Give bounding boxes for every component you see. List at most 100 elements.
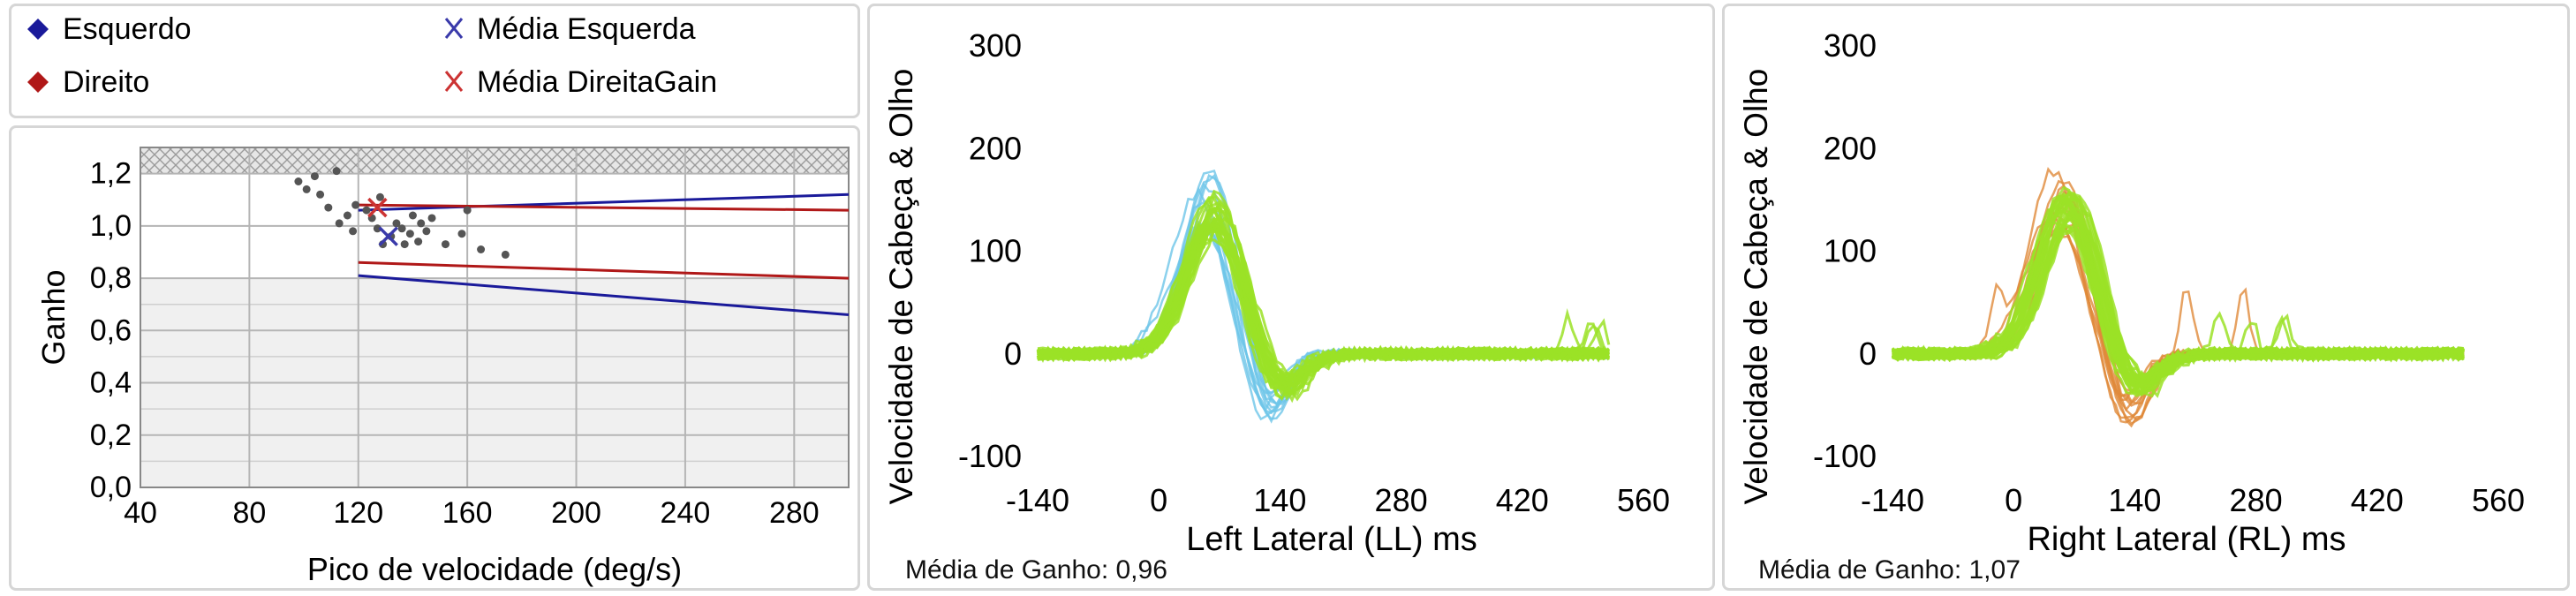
eye-velocity-trace	[1037, 220, 1610, 411]
left-lateral-chart: -100 0 100 200 300 -140 0 140 280 420 560 Left Late…	[883, 27, 1670, 558]
x-tick-label: 280	[1375, 482, 1428, 518]
scatter-point	[351, 200, 360, 209]
eye-velocity-trace	[1037, 200, 1609, 421]
x-axis-label: Right Lateral (RL) ms	[2027, 521, 2346, 558]
eye-velocity-trace	[1037, 173, 1609, 405]
eye-velocity-trace	[1892, 223, 2465, 405]
head-velocity-trace	[1037, 223, 1609, 396]
legend-svg: Esquerdo Direito Média Esquerda Média Di…	[27, 12, 717, 99]
head-velocity-trace	[1037, 201, 1611, 384]
gain-scatter-chart: 0,0 0,2 0,4 0,6 0,8 1,0 1,2 40 80 120 160 200 240 280…	[35, 147, 850, 587]
left-lower-bound-line	[358, 274, 850, 317]
eye-velocity-trace	[1037, 169, 1609, 409]
eye-velocity-trace	[1892, 223, 2465, 426]
eye-velocity-trace	[1892, 211, 2465, 404]
eye-velocity-trace	[1892, 200, 2465, 407]
eye-velocity-trace	[1892, 166, 2465, 419]
scatter-point	[414, 238, 423, 246]
scatter-point	[375, 192, 384, 201]
scatter-point	[343, 211, 351, 220]
scatter-point	[349, 227, 358, 236]
x-tick-label: 560	[1617, 482, 1670, 518]
y-tick-label: 300	[969, 27, 1022, 64]
y-tick-label: 0,6	[90, 313, 132, 347]
head-velocity-trace	[1036, 200, 1610, 402]
x-tick-label: 420	[1496, 482, 1549, 518]
scatter-point	[324, 203, 333, 212]
scatter-point	[400, 240, 409, 249]
scatter-point	[408, 211, 417, 220]
eye-velocity-trace	[1892, 208, 2465, 424]
x-tick-label: -140	[1861, 482, 1924, 518]
x-tick-label: 0	[1150, 482, 1167, 518]
x-tick-label: 200	[551, 496, 601, 530]
scatter-point	[362, 206, 371, 215]
plot-frame	[140, 147, 850, 488]
y-tick-label: 1,2	[90, 157, 132, 191]
eye-velocity-trace	[1037, 219, 1610, 406]
x-tick-label: 280	[769, 496, 820, 530]
x-tick-label: 140	[1253, 482, 1306, 518]
eye-velocity-trace	[1892, 190, 2465, 421]
right-lateral-chart: -100 0 100 200 300 -140 0 140 280 420 560 Right Lat…	[1738, 27, 2525, 558]
scatter-point	[422, 227, 431, 236]
legend-right-label: Direito	[63, 65, 149, 99]
scatter-point	[417, 219, 426, 228]
head-velocity-trace	[1037, 207, 1610, 400]
legend-left-mean-marker-icon	[444, 18, 464, 39]
right-upper-bound-line	[358, 203, 850, 212]
x-axis-label: Left Lateral (LL) ms	[1186, 521, 1477, 558]
head-velocity-trace	[1036, 227, 1610, 391]
legend-right-mean-label: Média DireitaGain	[477, 65, 717, 99]
x-tick-label: 120	[333, 496, 383, 530]
scatter-point	[373, 224, 381, 233]
y-tick-label: -100	[958, 438, 1022, 474]
y-tick-label: 100	[1824, 233, 1877, 269]
scatter-point	[477, 245, 486, 253]
legend-right-marker-icon	[27, 72, 49, 93]
y-tick-label: 200	[969, 130, 1022, 166]
x-tick-label: 280	[2230, 482, 2283, 518]
x-tick-label: 140	[2108, 482, 2161, 518]
scatter-point	[302, 185, 311, 193]
x-tick-label: 560	[2472, 482, 2525, 518]
eye-velocity-trace	[1037, 223, 1609, 420]
legend-left-label: Esquerdo	[63, 12, 192, 46]
y-tick-label: 1,0	[90, 209, 132, 243]
right-lower-bound-line	[358, 260, 850, 280]
head-velocity-trace	[1037, 223, 1610, 404]
legend-right-mean-marker-icon	[444, 71, 464, 92]
y-axis-label: Velocidade de Cabeça & Olho	[883, 69, 919, 505]
scatter-point	[310, 172, 319, 181]
y-tick-label: 0	[1859, 336, 1877, 372]
scatter-point	[441, 240, 449, 249]
scatter-point	[332, 167, 341, 176]
scatter-point	[427, 214, 436, 223]
y-tick-label: 0,8	[90, 261, 132, 295]
y-tick-label: 300	[1824, 27, 1877, 64]
legend-left-mean-label: Média Esquerda	[477, 12, 696, 46]
x-tick-label: 420	[2351, 482, 2404, 518]
y-tick-label: 0,4	[90, 366, 132, 400]
eye-velocity-trace	[1037, 225, 1610, 413]
y-tick-label: 0	[1004, 336, 1022, 372]
y-tick-label: 0,0	[90, 471, 132, 504]
scatter-point	[316, 190, 325, 199]
x-tick-label: 80	[232, 496, 266, 530]
x-tick-label: 0	[2005, 482, 2022, 518]
eye-velocity-trace	[1036, 181, 1610, 424]
left-mean-marker	[378, 226, 398, 246]
high-gain-hatched-region	[140, 147, 849, 174]
y-tick-label: 200	[1824, 130, 1877, 166]
right-mean-marker	[367, 197, 388, 218]
scatter-point	[405, 230, 414, 238]
x-axis-label: Pico de velocidade (deg/s)	[307, 551, 682, 587]
eye-velocity-trace	[1037, 223, 1610, 415]
y-tick-label: 100	[969, 233, 1022, 269]
gain-chart-panel: 0,0 0,2 0,4 0,6 0,8 1,0 1,2 40 80 120 160 200 240 280…	[9, 125, 860, 591]
x-tick-label: -140	[1006, 482, 1069, 518]
left-impulse-panel: -100 0 100 200 300 -140 0 140 280 420 560 Left Late…	[867, 4, 1715, 591]
scatter-point	[457, 230, 466, 238]
x-tick-label: 40	[124, 496, 157, 530]
y-axis-label: Ganho	[35, 269, 72, 365]
